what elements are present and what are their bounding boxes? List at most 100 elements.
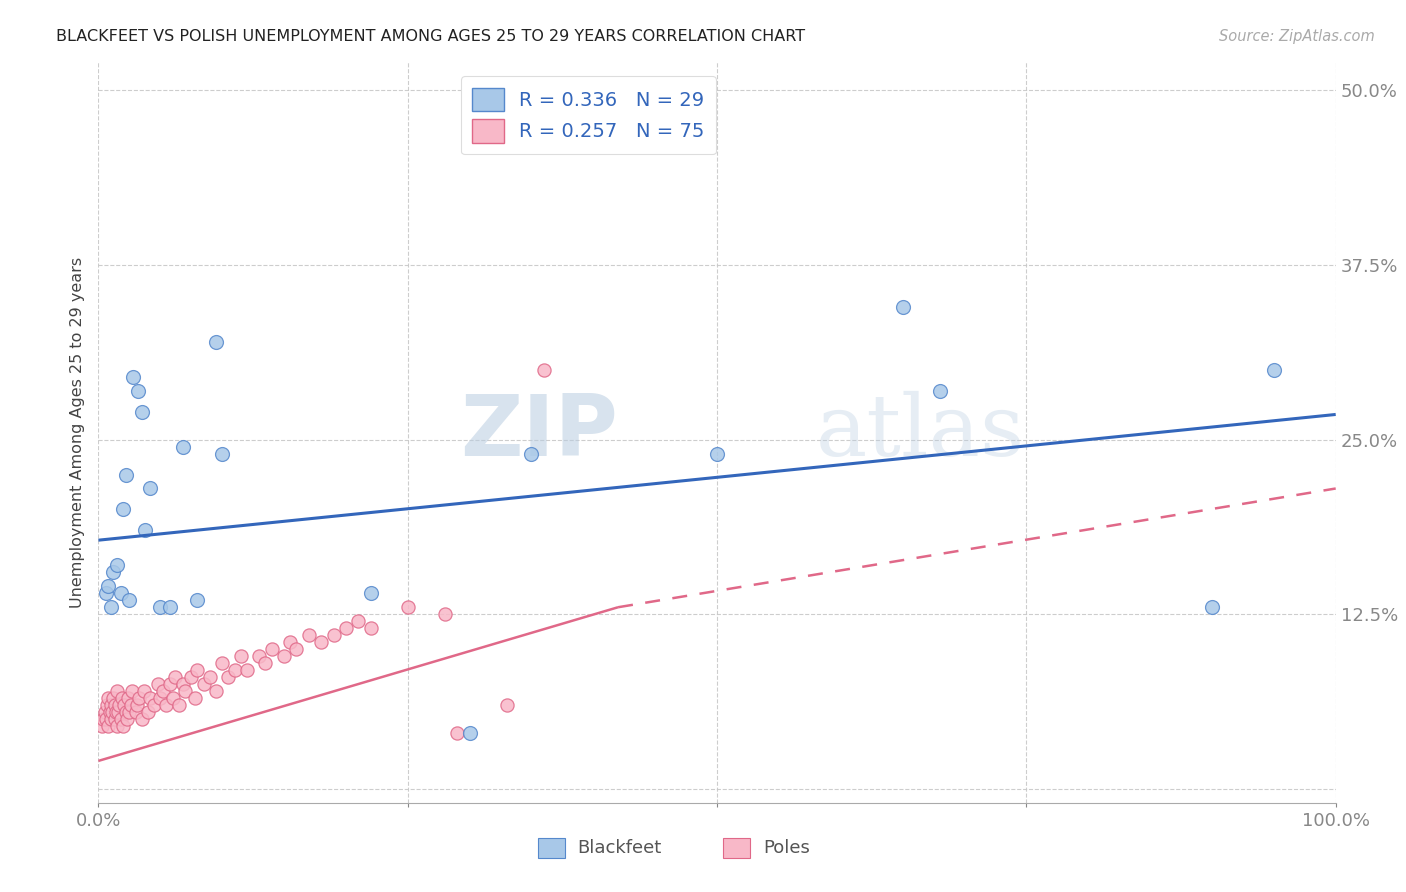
Point [121,684,143,698]
Point [396,600,419,615]
Point [115,712,138,726]
Point [136,705,159,719]
Point [108,698,131,712]
Point [149,691,172,706]
Point [93,712,115,726]
Text: Source: ZipAtlas.com: Source: ZipAtlas.com [1219,29,1375,45]
Point [165,670,187,684]
Point [94,712,117,726]
Point [152,684,174,698]
Point [309,635,332,649]
Point [224,663,246,677]
Point [128,691,150,706]
Point [174,684,197,698]
Point [103,566,125,580]
Text: ZIP: ZIP [460,391,619,475]
Point [97,579,120,593]
Point [146,677,169,691]
Point [458,726,481,740]
Point [101,705,124,719]
Point [198,670,221,684]
Point [533,139,555,153]
Point [180,670,202,684]
Point [186,663,208,677]
FancyBboxPatch shape [723,838,751,858]
Point [205,684,228,698]
Point [134,684,156,698]
Point [110,712,132,726]
Point [139,482,162,496]
Point [122,369,145,384]
Legend: R = 0.336   N = 29, R = 0.257   N = 75: R = 0.336 N = 29, R = 0.257 N = 75 [461,76,716,154]
Point [131,712,153,726]
Point [159,677,181,691]
Point [167,698,190,712]
Point [104,705,127,719]
Point [149,600,172,615]
Point [103,712,125,726]
Point [322,628,344,642]
Point [97,691,120,706]
Point [93,705,115,719]
Text: Poles: Poles [763,839,810,857]
Point [211,656,233,670]
Point [100,600,122,615]
Point [125,698,148,712]
Point [706,446,728,460]
Point [112,719,135,733]
Point [533,363,555,377]
Point [254,656,277,670]
Y-axis label: Unemployment Among Ages 25 to 29 years: Unemployment Among Ages 25 to 29 years [69,257,84,608]
Point [114,705,136,719]
Point [247,649,270,664]
Point [229,649,252,664]
Point [100,698,122,712]
Point [260,642,283,657]
Point [347,614,370,628]
Point [118,593,141,607]
Point [172,677,194,691]
Point [98,705,121,719]
Point [360,621,382,635]
Point [186,593,208,607]
Point [112,502,135,516]
Point [298,628,321,642]
Text: atlas: atlas [815,391,1025,475]
Point [96,698,118,712]
Point [114,467,136,482]
Point [172,440,194,454]
Point [110,586,132,600]
FancyBboxPatch shape [537,838,565,858]
Point [1201,600,1223,615]
Point [124,705,146,719]
Point [91,719,114,733]
Point [433,607,456,622]
Point [118,705,141,719]
Point [97,719,120,733]
Point [111,691,134,706]
Point [285,642,308,657]
Point [103,698,125,712]
Point [891,300,914,314]
Point [211,446,233,460]
Point [105,719,128,733]
Point [100,712,122,726]
Point [217,670,239,684]
Point [127,384,149,398]
Point [143,698,166,712]
Point [520,446,543,460]
Text: BLACKFEET VS POLISH UNEMPLOYMENT AMONG AGES 25 TO 29 YEARS CORRELATION CHART: BLACKFEET VS POLISH UNEMPLOYMENT AMONG A… [56,29,806,45]
Point [928,384,950,398]
Point [360,586,382,600]
Point [1263,363,1285,377]
Point [162,691,184,706]
Point [184,691,207,706]
Point [107,705,129,719]
Point [159,600,181,615]
Point [205,334,228,349]
Point [236,663,259,677]
Point [103,691,125,706]
Point [105,684,128,698]
Text: Blackfeet: Blackfeet [578,839,661,857]
Point [335,621,357,635]
